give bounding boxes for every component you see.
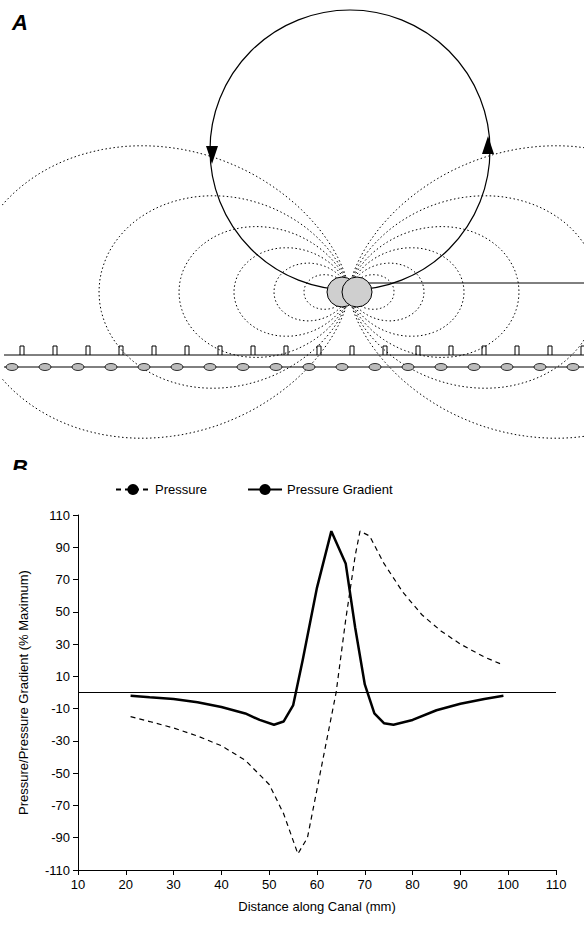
svg-text:100: 100: [497, 877, 519, 892]
svg-text:-10: -10: [51, 701, 70, 716]
svg-text:30: 30: [56, 637, 70, 652]
svg-text:Pressure Gradient: Pressure Gradient: [287, 482, 393, 497]
svg-text:60: 60: [310, 877, 324, 892]
svg-text:110: 110: [546, 877, 567, 892]
svg-text:10: 10: [56, 669, 70, 684]
svg-text:110: 110: [49, 508, 70, 523]
svg-text:Distance along Canal (mm): Distance along Canal (mm): [238, 899, 396, 914]
svg-text:Pressure: Pressure: [155, 482, 207, 497]
html-text:B: B: [12, 455, 28, 480]
svg-text:70: 70: [358, 877, 372, 892]
svg-text:-50: -50: [51, 766, 70, 781]
svg-text:-30: -30: [51, 733, 70, 748]
svg-text:50: 50: [262, 877, 276, 892]
svg-text:10: 10: [71, 877, 85, 892]
svg-text:70: 70: [56, 572, 70, 587]
svg-text:Pressure/Pressure Gradient (%: Pressure/Pressure Gradient (% Maximum): [16, 570, 31, 815]
svg-text:-70: -70: [51, 798, 70, 813]
svg-text:80: 80: [405, 877, 419, 892]
svg-text:90: 90: [56, 540, 70, 555]
svg-text:-110: -110: [45, 863, 70, 878]
svg-text:90: 90: [453, 877, 467, 892]
svg-text:30: 30: [166, 877, 180, 892]
svg-text:20: 20: [119, 877, 133, 892]
svg-text:50: 50: [56, 604, 70, 619]
svg-text:A: A: [11, 10, 28, 35]
svg-text:-90: -90: [51, 830, 70, 845]
svg-text:40: 40: [214, 877, 228, 892]
